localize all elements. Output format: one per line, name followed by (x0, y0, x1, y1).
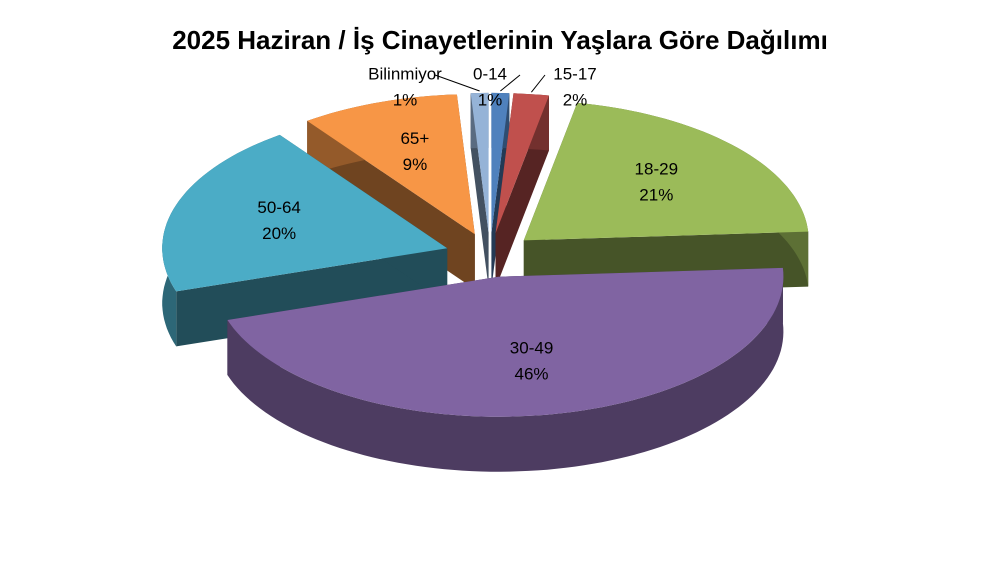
category-label: 30-49 (510, 338, 553, 357)
slice (227, 267, 784, 417)
value-label: 1% (393, 90, 418, 109)
category-label: 15-17 (553, 64, 596, 83)
category-label: 18-29 (635, 159, 678, 178)
value-label: 1% (478, 90, 503, 109)
chart-title: 2025 Haziran / İş Cinayetlerinin Yaşlara… (172, 25, 828, 55)
slice-side (227, 267, 784, 472)
slice (523, 102, 809, 241)
category-label: 65+ (400, 129, 429, 148)
leader-line (434, 74, 480, 92)
category-label: 50-64 (257, 198, 300, 217)
slice (162, 134, 448, 292)
leader-line (500, 74, 521, 92)
value-label: 21% (639, 185, 673, 204)
value-label: 20% (262, 224, 296, 243)
slice (495, 93, 549, 234)
slice (307, 94, 475, 235)
slice (470, 92, 489, 233)
category-label: 0-14 (473, 64, 507, 83)
value-label: 9% (403, 155, 428, 174)
leader-line (531, 74, 546, 93)
value-label: 46% (515, 364, 549, 383)
category-label: Bilinmiyor (368, 64, 442, 83)
value-label: 2% (563, 90, 588, 109)
slice (491, 92, 510, 233)
